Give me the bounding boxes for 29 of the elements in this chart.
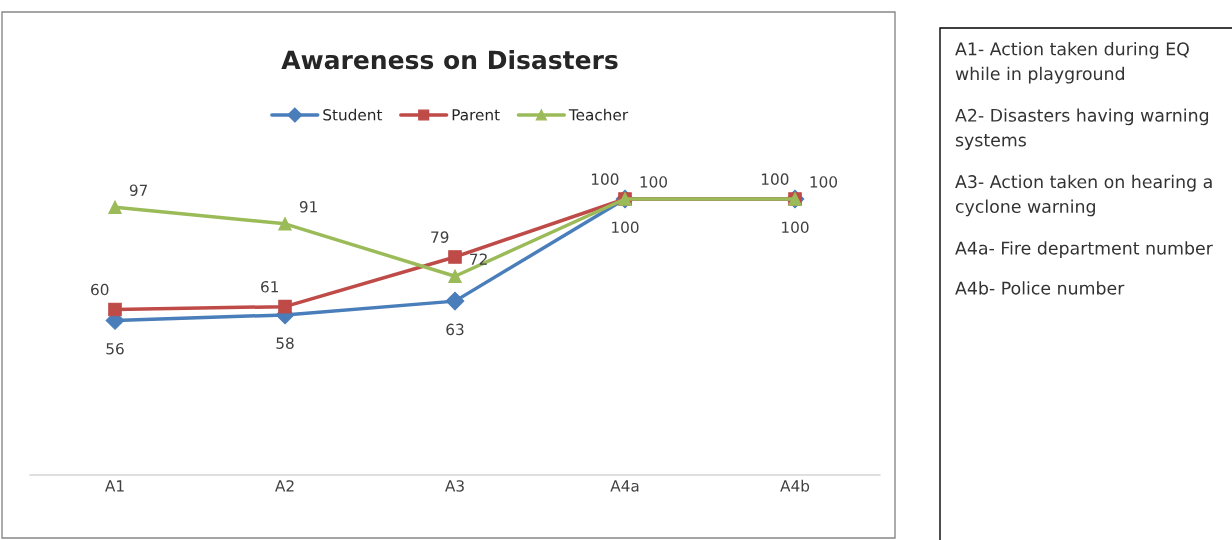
data-label: 100 [640,176,668,188]
x-tick-label: A3 [445,480,464,492]
x-tick-label: A4b [780,479,810,492]
legend-label: Student [323,108,383,121]
x-tick-label: A1 [105,480,124,492]
data-label: 61 [261,281,279,293]
x-tick-label: A4a [610,480,639,492]
text: A1- Action taken during EQ while in playground [955,42,1189,84]
text: A4b- Police number [955,281,1125,295]
data-label: 100 [591,173,619,185]
text: A2- Disasters having warning systems [955,108,1209,150]
data-label: 100 [761,173,789,185]
data-label: 58 [276,337,294,349]
text: A4a- Fire department number [955,241,1213,258]
data-label: 100 [810,176,838,188]
text: A3- Action taken on hearing a cyclone warning [955,174,1212,217]
data-label: 56 [106,342,124,355]
data-label: 100 [612,221,639,234]
data-label: 97 [129,184,148,196]
legend-label: Parent [452,109,500,121]
chart-title: Awareness on Disasters [281,49,618,70]
data-label: 91 [299,200,317,213]
data-label: 72 [470,253,487,265]
data-label: 100 [782,221,809,234]
legend-label: Teacher [568,108,629,121]
data-label: 63 [446,323,464,336]
data-label: 79 [431,231,449,243]
x-tick-label: A2 [275,480,294,492]
data-label: 60 [91,283,109,296]
